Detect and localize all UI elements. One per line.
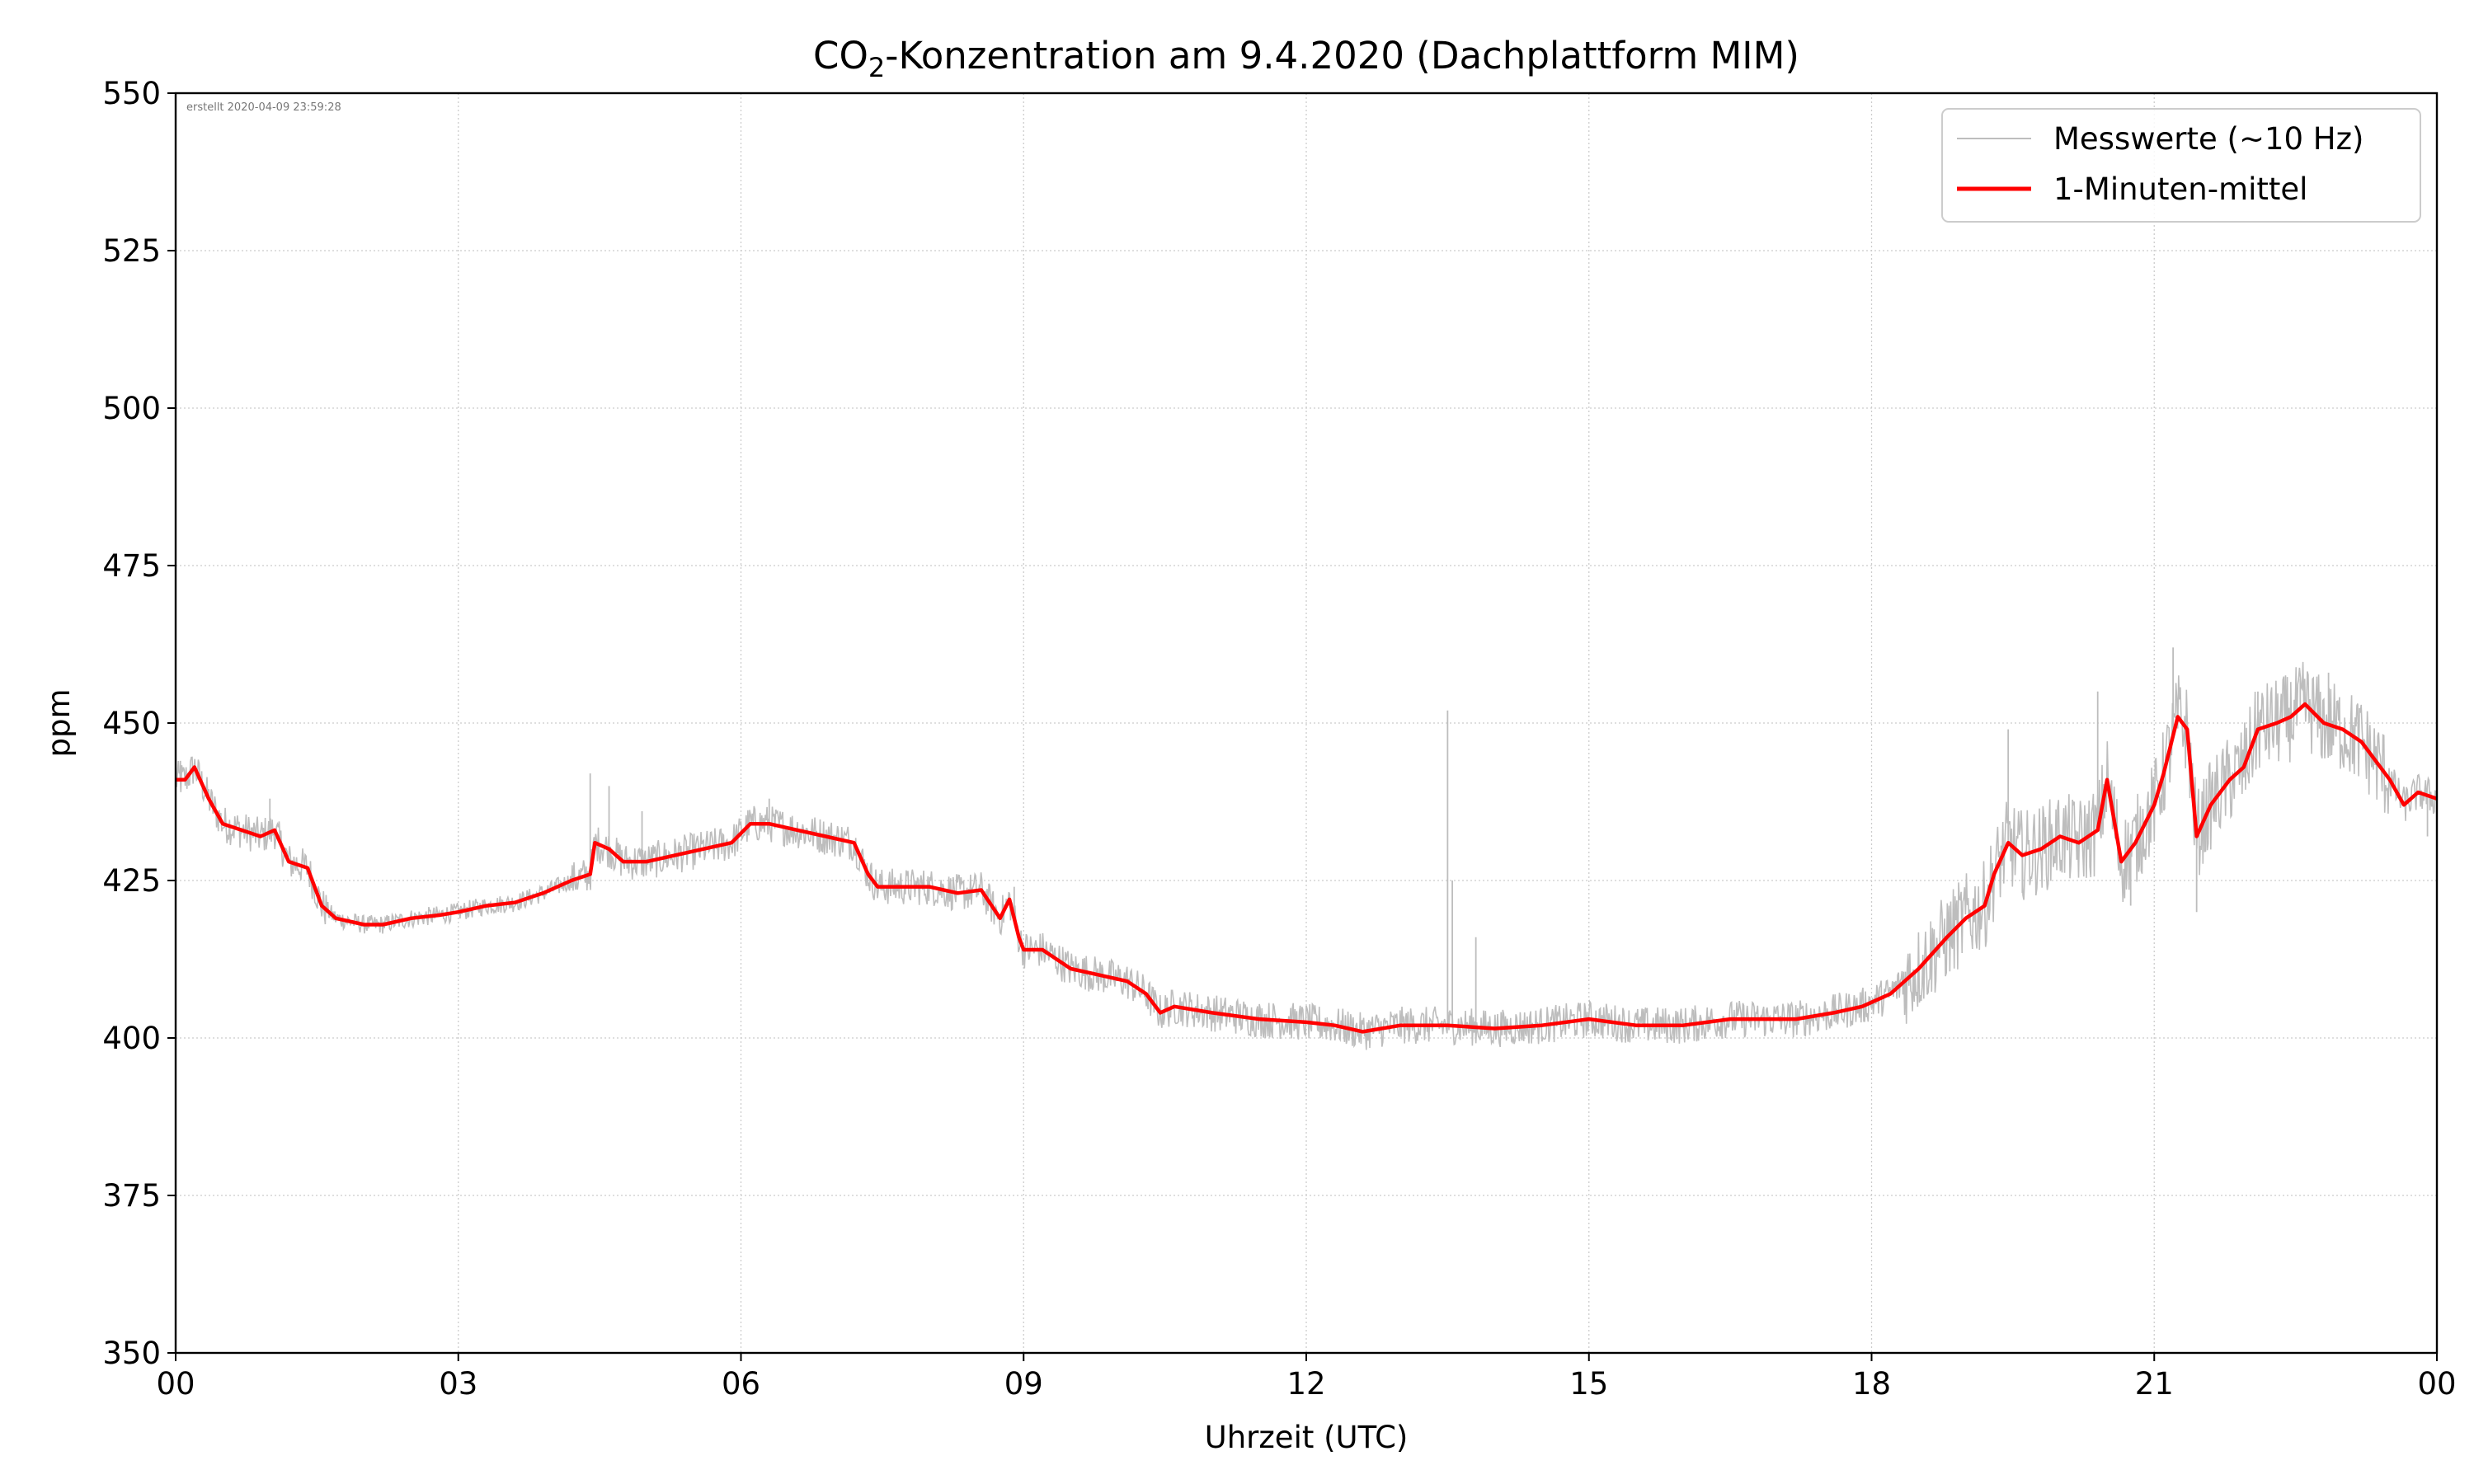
y-axis-label: ppm: [41, 688, 77, 757]
y-tick-label: 375: [102, 1178, 161, 1214]
grid-lines: [176, 93, 2437, 1353]
x-tick-label: 15: [1569, 1366, 1608, 1402]
legend-mean-label: 1-Minuten-mittel: [2053, 171, 2307, 207]
y-tick-label: 525: [102, 233, 161, 269]
x-tick-label: 03: [439, 1366, 477, 1402]
x-tick-label: 00: [156, 1366, 195, 1402]
legend-box: [1941, 108, 2421, 223]
y-axis-ticks: 350 375 400 425 450 475 500 525 550: [102, 76, 176, 1371]
x-tick-label: 12: [1286, 1366, 1325, 1402]
mean-series: [176, 702, 2438, 1034]
y-tick-label: 550: [102, 76, 161, 111]
x-tick-label: 21: [2135, 1366, 2174, 1402]
legend-raw-label: Messwerte (~10 Hz): [2053, 121, 2363, 157]
chart-title: CO2-Konzentration am 9.4.2020 (Dachplatt…: [813, 34, 1799, 83]
chart-title-subscript: 2: [868, 52, 885, 83]
x-axis-label: Uhrzeit (UTC): [1205, 1420, 1409, 1455]
y-tick-label: 475: [102, 548, 161, 584]
x-axis-ticks: 00 03 06 09 12 15 18 21 00: [156, 1353, 2457, 1402]
chart-title-suffix: -Konzentration am 9.4.2020 (Dachplattfor…: [885, 34, 1799, 77]
legend: Messwerte (~10 Hz) 1-Minuten-mittel: [1941, 108, 2421, 223]
y-tick-label: 425: [102, 863, 161, 899]
y-tick-label: 350: [102, 1336, 161, 1371]
y-tick-label: 450: [102, 706, 161, 741]
x-tick-label: 00: [2417, 1366, 2456, 1402]
x-tick-label: 09: [1004, 1366, 1043, 1402]
y-tick-label: 400: [102, 1021, 161, 1056]
y-tick-label: 500: [102, 391, 161, 426]
x-tick-label: 06: [722, 1366, 760, 1402]
x-tick-label: 18: [1852, 1366, 1891, 1402]
created-stamp: erstellt 2020-04-09 23:59:28: [186, 101, 341, 114]
chart-title-prefix: CO: [813, 34, 868, 77]
mean-series-line: [176, 702, 2438, 1034]
